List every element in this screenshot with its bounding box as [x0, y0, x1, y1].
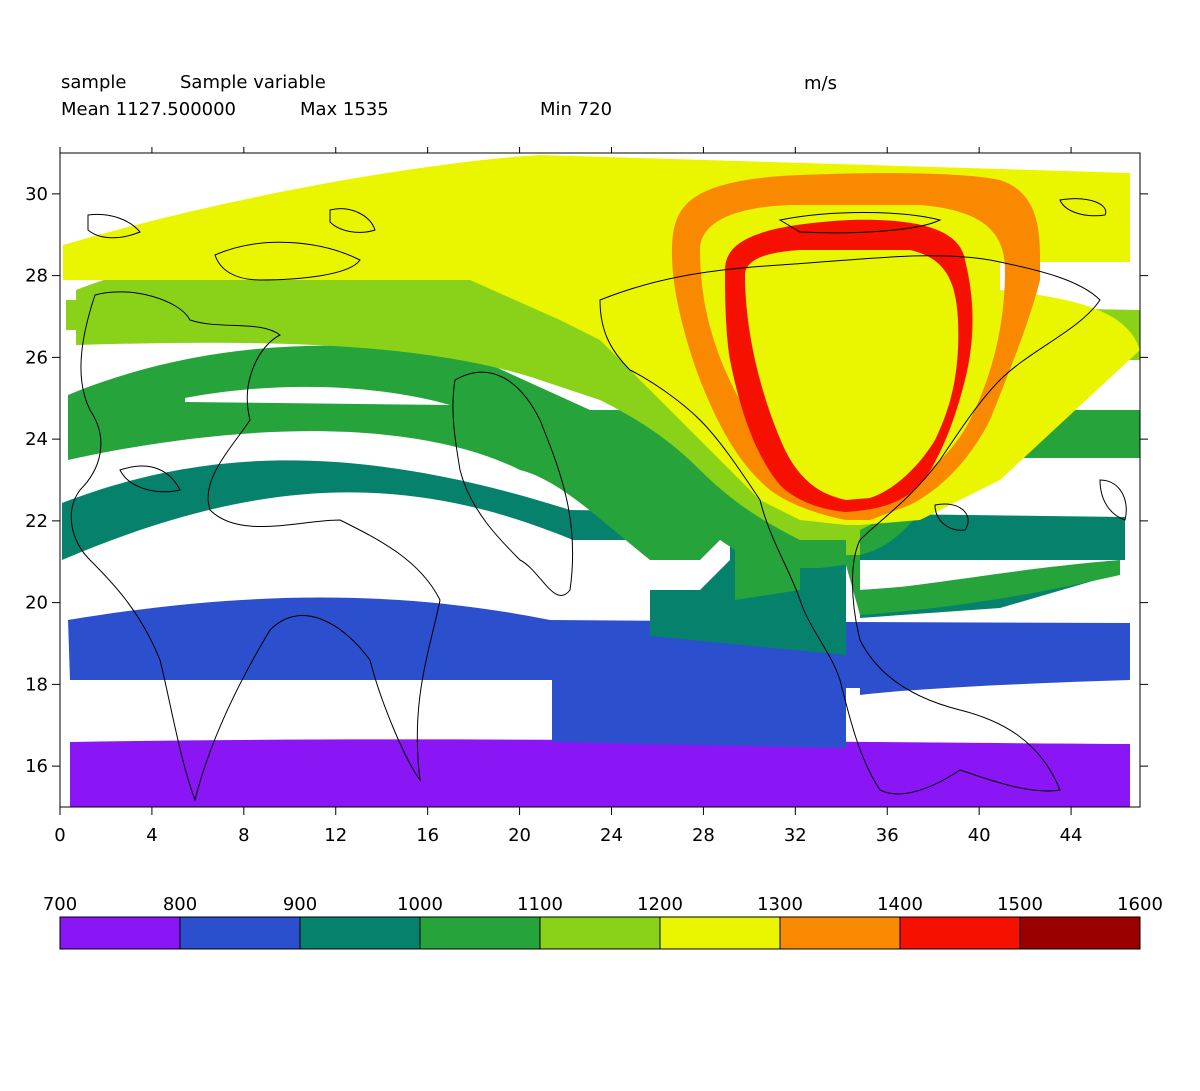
colorbar-swatch — [899, 916, 1021, 950]
coastline-8 — [1059, 198, 1107, 217]
dataset-name: sample — [61, 72, 127, 93]
coastline-1 — [87, 213, 141, 239]
colorbar-label: 700 — [43, 894, 77, 915]
x-tick-label: 4 — [146, 825, 157, 846]
contour-band-4 — [62, 460, 1125, 655]
x-tick-label: 0 — [54, 825, 65, 846]
coastline-10 — [1099, 479, 1127, 521]
colorbar-swatch — [1019, 916, 1141, 950]
x-tick-label: 24 — [600, 825, 623, 846]
colorbar-swatch — [779, 916, 901, 950]
coastline-2 — [70, 291, 441, 802]
variable-name: Sample variable — [180, 72, 326, 93]
x-tick-label: 28 — [692, 825, 715, 846]
colorbar: 700 800 900 1000 1100 1200 1300 1400 1500 1600 — [43, 894, 1163, 950]
x-tick-label: 36 — [876, 825, 899, 846]
contour-band-1 — [70, 739, 1130, 807]
units-label: m/s — [804, 73, 837, 94]
coastline-6 — [599, 255, 1101, 795]
x-tick-label: 40 — [968, 825, 991, 846]
y-tick-label: 20 — [25, 593, 48, 614]
y-tick-label: 30 — [25, 184, 48, 205]
contour-band-11 — [725, 219, 973, 512]
colorbar-label: 1200 — [637, 894, 683, 915]
colorbar-swatch — [419, 916, 541, 950]
coastline-4 — [329, 208, 376, 233]
x-tick-label: 44 — [1060, 825, 1083, 846]
y-tick-label: 22 — [25, 511, 48, 532]
colorbar-label: 1400 — [877, 894, 923, 915]
colorbar-label: 800 — [163, 894, 197, 915]
min-stat: Min 720 — [540, 99, 613, 120]
colorbar-label: 900 — [283, 894, 317, 915]
y-tick-label: 18 — [25, 674, 48, 695]
plot-area — [60, 153, 1140, 807]
x-tick-label: 16 — [416, 825, 439, 846]
colorbar-swatch — [539, 916, 661, 950]
contour-bands — [62, 155, 1140, 807]
y-axis: 16 18 20 22 24 26 28 30 — [25, 184, 1148, 777]
coastline-11 — [119, 465, 181, 493]
coastline-7 — [778, 212, 942, 234]
mean-stat: Mean 1127.500000 — [61, 99, 237, 120]
colorbar-label: 1500 — [997, 894, 1043, 915]
x-axis: 0 4 8 12 16 20 24 28 32 36 40 44 — [54, 147, 1083, 846]
contour-band-10 — [672, 173, 1040, 520]
colorbar-swatch — [659, 916, 781, 950]
y-tick-label: 16 — [25, 756, 48, 777]
contour-band-8 — [66, 300, 600, 330]
x-tick-label: 32 — [784, 825, 807, 846]
y-tick-label: 26 — [25, 347, 48, 368]
coastline-9 — [934, 503, 969, 531]
contour-band-2 — [68, 597, 1130, 748]
y-tick-label: 28 — [25, 266, 48, 287]
coastline-5 — [452, 371, 574, 597]
x-tick-label: 12 — [324, 825, 347, 846]
colorbar-swatch — [299, 916, 421, 950]
x-tick-label: 8 — [238, 825, 249, 846]
colorbar-swatch — [59, 916, 181, 950]
contour-band-3 — [650, 680, 846, 690]
coastline-3 — [214, 241, 361, 281]
colorbar-label: 1100 — [517, 894, 563, 915]
y-tick-label: 24 — [25, 429, 48, 450]
x-tick-label: 20 — [508, 825, 531, 846]
colorbar-label: 1600 — [1117, 894, 1163, 915]
max-stat: Max 1535 — [300, 99, 389, 120]
colorbar-label: 1000 — [397, 894, 443, 915]
colorbar-swatch — [179, 916, 301, 950]
coastline-overlay — [70, 198, 1127, 802]
colorbar-label: 1300 — [757, 894, 803, 915]
plot-frame — [59, 152, 1141, 808]
